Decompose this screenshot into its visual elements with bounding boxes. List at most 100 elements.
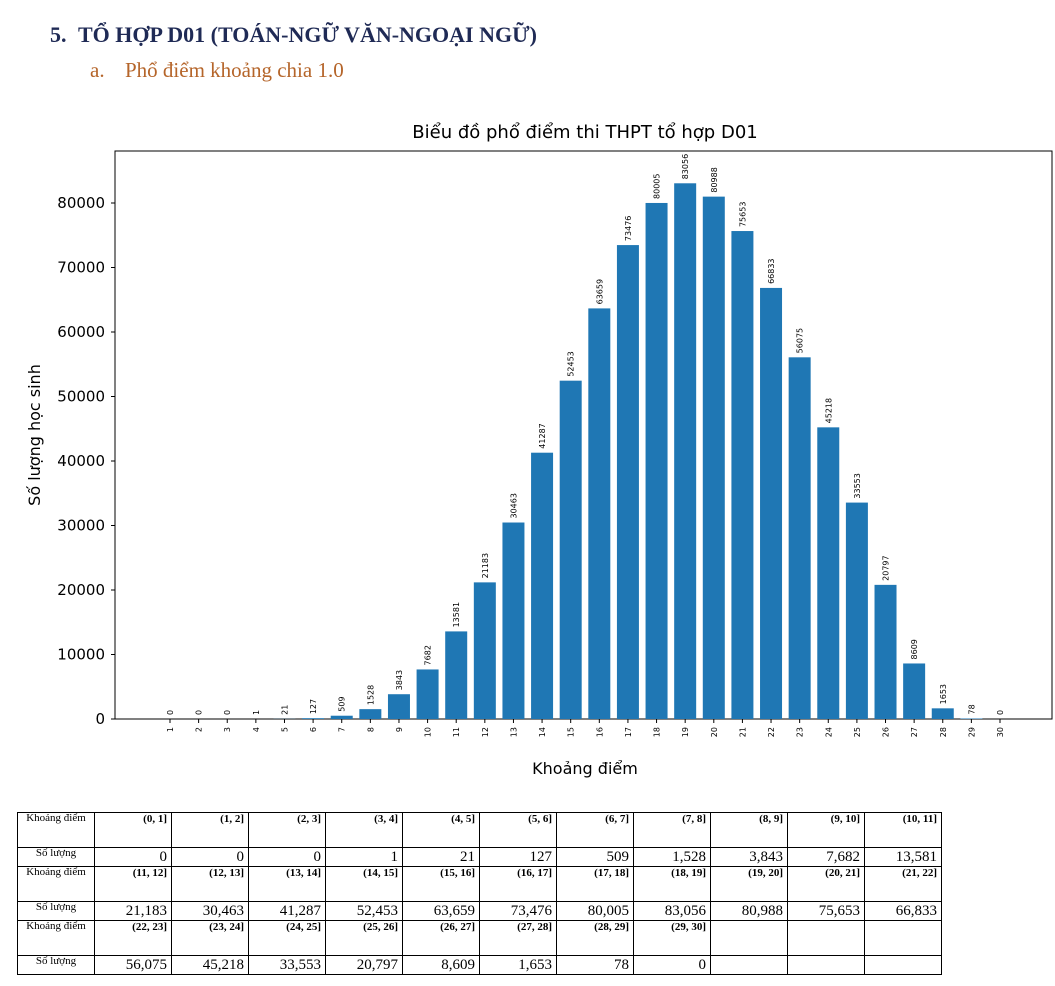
- x-tick-label: 16: [595, 727, 604, 737]
- range-cell: (5, 6]: [479, 812, 557, 848]
- bar: [588, 308, 611, 719]
- bar: [931, 708, 954, 719]
- count-cell: 0: [171, 847, 249, 867]
- x-tick-label: 15: [567, 727, 576, 737]
- count-cell: 1,653: [479, 955, 557, 975]
- bar-value-label: 1528: [366, 685, 375, 705]
- count-cell: 75,653: [787, 901, 865, 921]
- bar-value-label: 73476: [624, 216, 633, 241]
- bar-value-label: 127: [309, 699, 318, 714]
- bar-value-label: 21183: [481, 553, 490, 578]
- bar: [559, 380, 582, 719]
- range-cell: (14, 15]: [325, 866, 403, 902]
- range-cell: [710, 920, 788, 956]
- count-cell: [710, 955, 788, 975]
- range-cell: (9, 10]: [787, 812, 865, 848]
- count-cell: 80,005: [556, 901, 634, 921]
- range-cell: (23, 24]: [171, 920, 249, 956]
- range-cell: (16, 17]: [479, 866, 557, 902]
- x-tick-label: 18: [653, 727, 662, 737]
- bar: [674, 183, 697, 719]
- x-tick-label: 7: [338, 727, 347, 732]
- bar: [760, 287, 783, 719]
- chart-title: Biểu đồ phổ điểm thi THPT tổ hợp D01: [412, 122, 757, 143]
- bar: [645, 202, 668, 719]
- bar-value-label: 52453: [567, 351, 576, 376]
- range-cell: (21, 22]: [864, 866, 942, 902]
- x-tick-label: 6: [309, 727, 318, 732]
- bar-value-label: 1: [252, 710, 261, 715]
- range-cell: (3, 4]: [325, 812, 403, 848]
- range-row-label: Khoảng điểm: [17, 812, 95, 848]
- y-tick-label: 50000: [57, 388, 105, 406]
- x-tick-label: 2: [195, 727, 204, 732]
- bar-value-label: 0: [223, 710, 232, 715]
- range-cell: [787, 920, 865, 956]
- range-cell: (28, 29]: [556, 920, 634, 956]
- x-tick-label: 24: [824, 727, 833, 737]
- count-row: Số lượng 56,075 45,218 33,553 20,797 8,609 1,6…: [17, 955, 942, 975]
- count-cell: 56,075: [94, 955, 172, 975]
- bar: [302, 718, 325, 719]
- bar-value-label: 3843: [395, 670, 404, 690]
- range-row-label: Khoảng điểm: [17, 920, 95, 956]
- y-tick-label: 10000: [57, 646, 105, 664]
- x-axis-label: Khoảng điểm: [532, 759, 638, 778]
- count-cell: 63,659: [402, 901, 480, 921]
- x-tick-label: 23: [796, 727, 805, 737]
- bar-value-label: 80988: [710, 167, 719, 192]
- x-tick-label: 25: [853, 727, 862, 737]
- range-cell: (13, 14]: [248, 866, 326, 902]
- x-tick-label: 9: [395, 727, 404, 732]
- range-cell: (19, 20]: [710, 866, 788, 902]
- y-tick-label: 30000: [57, 517, 105, 535]
- x-tick-label: 28: [939, 727, 948, 737]
- section-number: 5.: [50, 22, 67, 47]
- bar-value-label: 45218: [824, 398, 833, 423]
- count-cell: 1,528: [633, 847, 711, 867]
- count-cell: 0: [248, 847, 326, 867]
- count-cell: 52,453: [325, 901, 403, 921]
- range-cell: (8, 9]: [710, 812, 788, 848]
- count-cell: 30,463: [171, 901, 249, 921]
- x-tick-label: 11: [452, 727, 461, 737]
- bar-value-label: 1653: [939, 684, 948, 704]
- range-row: Khoảng điểm (11, 12] (12, 13] (13, 14] (14, …: [17, 866, 942, 902]
- x-tick-label: 27: [910, 727, 919, 737]
- y-tick-label: 60000: [57, 323, 105, 341]
- subsection-title: Phổ điểm khoảng chia 1.0: [125, 58, 344, 82]
- range-row: Khoảng điểm (22, 23] (23, 24] (24, 25] (25, …: [17, 920, 942, 956]
- y-tick-label: 70000: [57, 259, 105, 277]
- count-cell: 8,609: [402, 955, 480, 975]
- count-cell: [864, 955, 942, 975]
- count-cell: 80,988: [710, 901, 788, 921]
- x-tick-label: 20: [710, 727, 719, 737]
- range-row: Khoảng điểm (0, 1] (1, 2] (2, 3] (3, 4] (4, 5…: [17, 812, 942, 848]
- count-cell: 41,287: [248, 901, 326, 921]
- section-heading: 5. TỔ HỢP D01 (TOÁN-NGỮ VĂN-NGOẠI NGỮ): [50, 22, 537, 48]
- count-row-label: Số lượng: [17, 901, 95, 921]
- count-cell: 127: [479, 847, 557, 867]
- count-cell: 21,183: [94, 901, 172, 921]
- x-tick-label: 3: [223, 727, 232, 732]
- range-cell: (22, 23]: [94, 920, 172, 956]
- count-cell: 73,476: [479, 901, 557, 921]
- x-tick-label: 14: [538, 727, 547, 737]
- range-cell: (1, 2]: [171, 812, 249, 848]
- x-tick-label: 13: [509, 727, 518, 737]
- range-cell: (29, 30]: [633, 920, 711, 956]
- x-tick-label: 29: [967, 727, 976, 737]
- bar-value-label: 63659: [595, 279, 604, 304]
- x-tick-label: 8: [366, 727, 375, 732]
- count-row: Số lượng 0 0 0 1 21 127 509 1,528 3,843 7,682 13,58…: [17, 847, 942, 867]
- bar-value-label: 80005: [653, 174, 662, 199]
- score-table: Khoảng điểm (0, 1] (1, 2] (2, 3] (3, 4] (4, 5…: [17, 812, 942, 975]
- range-cell: (18, 19]: [633, 866, 711, 902]
- x-tick-label: 19: [681, 727, 690, 737]
- bar: [473, 582, 496, 719]
- range-cell: (2, 3]: [248, 812, 326, 848]
- count-cell: 509: [556, 847, 634, 867]
- range-cell: (10, 11]: [864, 812, 942, 848]
- bar: [731, 231, 754, 719]
- bar-value-label: 20797: [882, 555, 891, 580]
